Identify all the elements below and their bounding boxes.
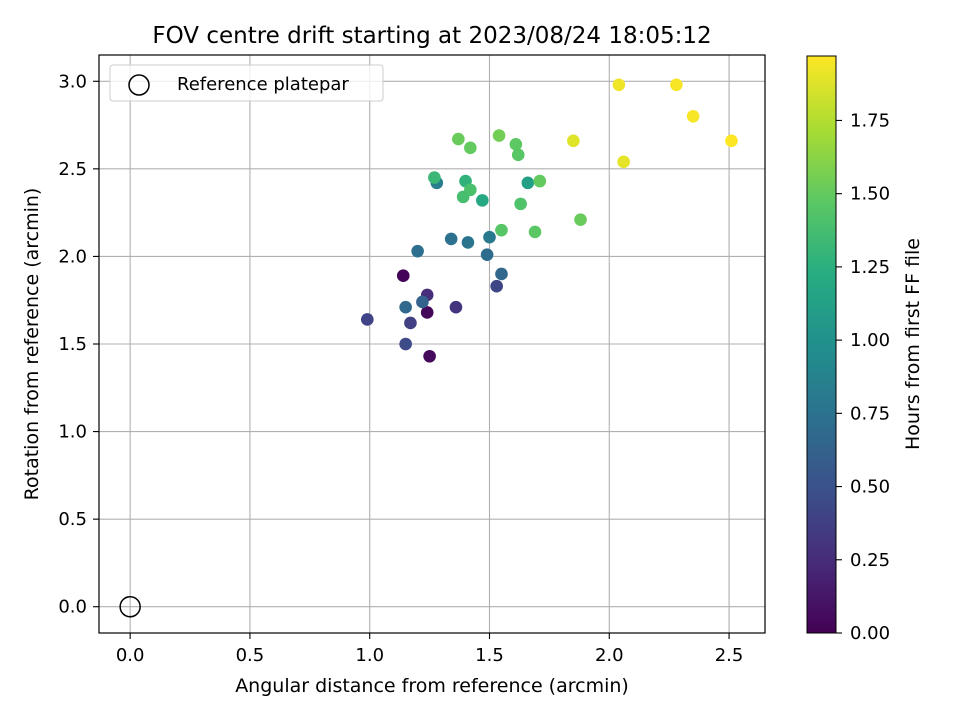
data-point <box>476 194 489 207</box>
data-point <box>483 230 496 244</box>
data-point <box>514 197 527 211</box>
legend-marker <box>128 74 150 96</box>
data-point <box>574 213 587 226</box>
x-tick-label: 1.0 <box>355 645 384 666</box>
x-tick-label: 0.0 <box>116 645 145 666</box>
colorbar-ticks: 0.00 0.25 0.50 0.75 1.00 1.25 1.50 1.75 <box>836 110 890 644</box>
colorbar-tick-label: 1.50 <box>850 184 890 205</box>
data-point <box>416 295 429 309</box>
data-point <box>533 174 547 188</box>
y-tick-label: 1.5 <box>58 334 87 355</box>
data-point <box>686 110 700 123</box>
data-point <box>411 244 424 258</box>
grid <box>99 55 765 633</box>
data-point <box>492 129 506 142</box>
y-tick-label: 1.0 <box>58 422 87 443</box>
data-point <box>399 300 412 314</box>
y-tick-label: 2.0 <box>58 246 87 267</box>
data-point <box>509 138 523 151</box>
colorbar-tick-label: 0.00 <box>850 623 890 644</box>
y-tick-label: 0.5 <box>58 509 87 530</box>
x-tick-label: 2.5 <box>715 645 744 666</box>
data-point <box>464 141 477 155</box>
data-points <box>119 78 738 618</box>
data-point <box>567 134 580 148</box>
data-point <box>612 78 626 92</box>
y-axis-label: Rotation from reference (arcmin) <box>21 188 43 501</box>
data-point <box>495 223 508 237</box>
data-point <box>464 183 477 197</box>
y-tick-label: 3.0 <box>58 71 87 92</box>
chart-title: FOV centre drift starting at 2023/08/24 … <box>152 23 711 49</box>
data-point <box>670 78 683 92</box>
colorbar-tick-label: 0.75 <box>850 403 890 424</box>
data-point <box>490 279 503 293</box>
data-point <box>444 232 458 246</box>
x-axis-ticks: 0.0 0.5 1.0 1.5 2.0 2.5 <box>116 633 744 666</box>
data-point <box>420 306 434 319</box>
data-point <box>521 176 535 190</box>
data-point <box>725 134 738 148</box>
colorbar-tick-label: 1.00 <box>850 330 890 351</box>
data-point <box>617 155 630 169</box>
legend: Reference platepar <box>109 64 384 102</box>
data-point <box>404 316 417 330</box>
data-point <box>361 313 374 326</box>
colorbar-tick-label: 1.75 <box>850 110 890 131</box>
y-axis-ticks: 0.0 0.5 1.0 1.5 2.0 2.5 3.0 <box>58 71 99 618</box>
colorbar-gradient <box>806 55 837 634</box>
data-point <box>461 236 475 249</box>
x-tick-label: 1.5 <box>475 645 504 666</box>
data-point <box>511 148 525 162</box>
data-point <box>423 349 436 363</box>
x-tick-label: 0.5 <box>236 645 265 666</box>
colorbar-tick-label: 0.25 <box>850 550 890 571</box>
data-point <box>396 269 410 282</box>
data-point <box>495 267 508 281</box>
y-tick-label: 2.5 <box>58 159 87 180</box>
x-axis-label: Angular distance from reference (arcmin) <box>235 675 629 697</box>
data-point <box>399 337 412 351</box>
legend-label: Reference platepar <box>177 74 349 95</box>
legend-box <box>109 64 384 102</box>
colorbar: 0.00 0.25 0.50 0.75 1.00 1.25 1.50 1.75 Hours f… <box>806 55 924 644</box>
colorbar-tick-label: 0.50 <box>850 477 890 498</box>
data-point <box>480 248 494 261</box>
data-point <box>428 171 441 184</box>
data-point <box>449 300 463 314</box>
reference-point-marker <box>119 595 141 618</box>
x-tick-label: 2.0 <box>595 645 624 666</box>
data-point <box>452 132 465 146</box>
colorbar-label: Hours from first FF file <box>902 238 924 450</box>
data-point <box>528 225 542 239</box>
y-tick-label: 0.0 <box>58 597 87 618</box>
colorbar-tick-label: 1.25 <box>850 257 890 278</box>
